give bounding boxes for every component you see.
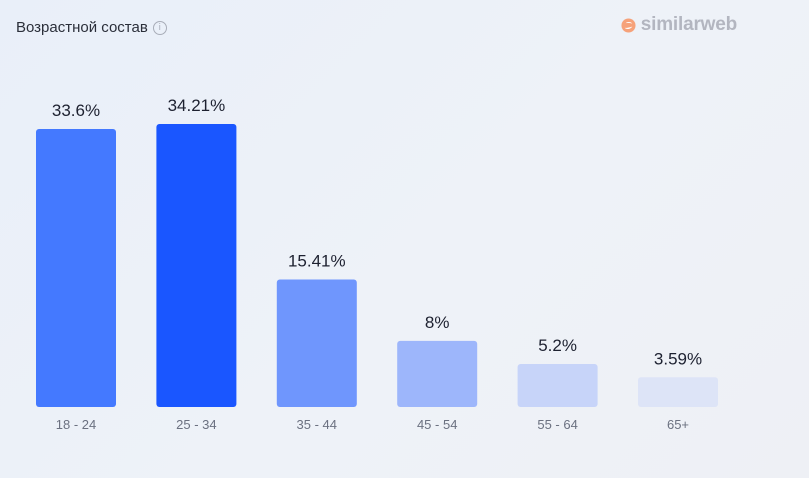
chart-title-row: Возрастной состав i — [16, 19, 167, 36]
similarweb-logo: similarweb — [621, 14, 737, 36]
info-icon[interactable]: i — [152, 20, 167, 35]
bar-25-34[interactable] — [156, 124, 237, 407]
bar-45-54[interactable] — [397, 340, 478, 407]
brand-name: similarweb — [640, 14, 737, 35]
data-label-45-54: 8% — [425, 313, 450, 332]
chart-title: Возрастной состав — [16, 19, 148, 36]
bar-18-24[interactable] — [36, 129, 116, 407]
similarweb-logo-icon — [621, 17, 636, 33]
data-label-55-64: 5.2% — [538, 336, 577, 355]
data-label-18-24: 33.6% — [52, 101, 100, 120]
x-tick-55-64: 55 - 64 — [537, 417, 577, 432]
x-tick-35-44: 35 - 44 — [297, 417, 337, 432]
data-label-65plus: 3.59% — [654, 349, 702, 368]
bar-35-44[interactable] — [276, 279, 357, 407]
x-tick-65plus: 65+ — [667, 417, 689, 432]
x-tick-45-54: 45 - 54 — [417, 417, 457, 432]
data-label-25-34: 34.21% — [168, 96, 226, 115]
bar-65plus[interactable] — [638, 377, 718, 407]
x-tick-25-34: 25 - 34 — [176, 417, 216, 432]
data-label-35-44: 15.41% — [288, 252, 346, 271]
bar-55-64[interactable] — [517, 363, 598, 407]
x-tick-18-24: 18 - 24 — [56, 417, 96, 432]
